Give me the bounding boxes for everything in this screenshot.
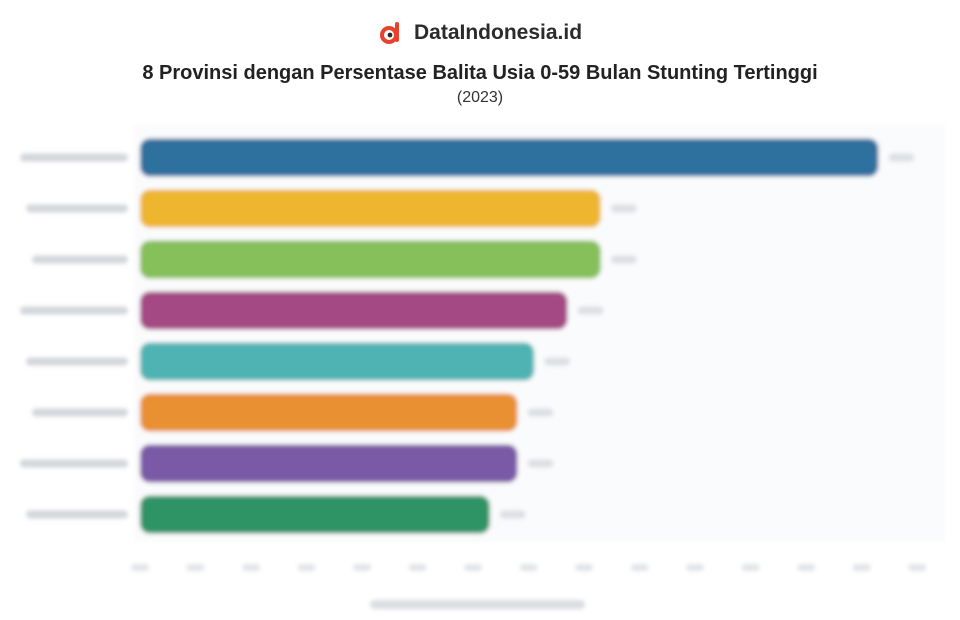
bar (140, 495, 490, 534)
bar (140, 291, 568, 330)
bar-chart (20, 124, 945, 609)
data-label (499, 510, 526, 519)
category-label (32, 255, 128, 264)
x-tick-label (131, 564, 149, 571)
dataindonesia-logo-icon (379, 22, 399, 44)
x-tick-label (186, 564, 205, 571)
category-label (26, 510, 128, 519)
category-label (26, 204, 128, 213)
x-tick-label (464, 564, 483, 571)
x-tick-label (908, 564, 927, 571)
x-tick-label (242, 564, 261, 571)
x-tick-label (575, 564, 594, 571)
x-axis-title (370, 600, 585, 609)
category-label (20, 153, 128, 162)
x-tick-label (686, 564, 705, 571)
category-label (20, 459, 128, 468)
category-label (32, 408, 128, 417)
data-label (610, 255, 637, 264)
data-label (527, 459, 554, 468)
data-label (527, 408, 554, 417)
data-label (888, 153, 915, 162)
bar (140, 138, 879, 177)
bar (140, 393, 518, 432)
chart-title: 8 Provinsi dengan Persentase Balita Usia… (142, 62, 818, 84)
x-tick-label (797, 564, 816, 571)
data-label (577, 306, 604, 315)
bar (140, 444, 518, 483)
x-tick-label (353, 564, 372, 571)
brand-header: DataIndonesia.id (0, 20, 960, 46)
data-label (610, 204, 637, 213)
bar (140, 189, 601, 228)
bar (140, 342, 535, 381)
chart-subtitle: (2023) (456, 89, 504, 106)
x-tick-label (519, 564, 538, 571)
category-label (26, 357, 128, 366)
x-tick-label (630, 564, 649, 571)
x-tick-label (297, 564, 316, 571)
bar (140, 240, 601, 279)
data-label (544, 357, 571, 366)
category-label (20, 306, 128, 315)
x-tick-label (852, 564, 871, 571)
brand-name: DataIndonesia.id (413, 21, 583, 44)
x-tick-label (408, 564, 427, 571)
x-tick-label (741, 564, 760, 571)
